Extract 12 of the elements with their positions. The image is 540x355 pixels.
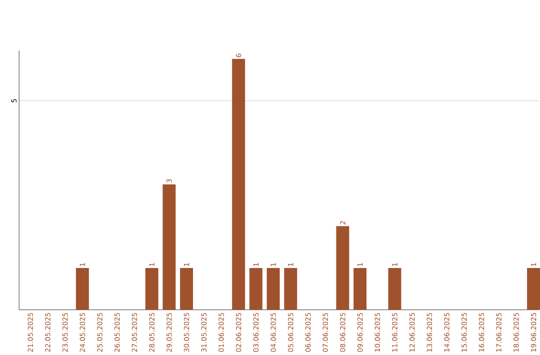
bar [527, 268, 540, 310]
bar [388, 268, 402, 310]
bar [249, 268, 262, 310]
bar [232, 59, 246, 310]
bar [76, 268, 89, 310]
bar [284, 268, 298, 310]
bar [336, 226, 350, 310]
bar [354, 268, 367, 310]
bar [266, 268, 280, 310]
bar [180, 268, 193, 310]
bar [145, 268, 158, 310]
bar [162, 184, 176, 310]
